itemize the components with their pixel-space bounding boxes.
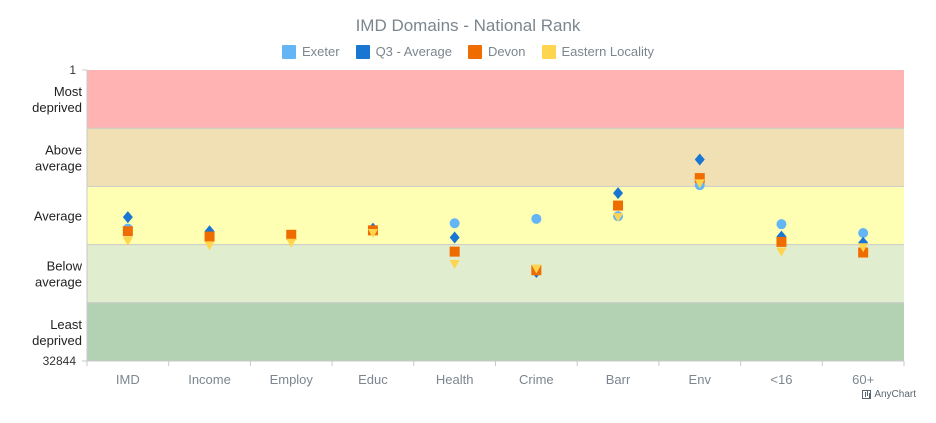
point-devon-2 (286, 229, 297, 240)
point-eastern-locality-2 (286, 238, 297, 248)
band-label-2: Average (34, 209, 82, 224)
x-tick-label-9: 60+ (852, 372, 874, 387)
y-tick-label-min: 1 (69, 63, 76, 77)
band-label-3: Below average (35, 259, 83, 290)
point-devon-9 (858, 247, 869, 258)
point-exeter-9 (858, 228, 869, 239)
point-q3-average-6 (613, 187, 624, 200)
point-q3-average-7 (694, 153, 705, 166)
anychart-logo-icon (862, 390, 872, 399)
legend-item-exeter[interactable]: Exeter (281, 44, 340, 59)
point-devon-4 (449, 246, 460, 257)
band-label-0: Most deprived (32, 84, 82, 115)
point-q3-average-4 (449, 231, 460, 244)
legend-swatch-exeter (281, 44, 296, 59)
point-devon-0 (122, 226, 133, 237)
x-tick-label-6: Barr (606, 372, 631, 387)
band-4 (87, 302, 904, 361)
band-label-1: Above average (35, 142, 82, 173)
legend-item-eastern-locality[interactable]: Eastern Locality (541, 44, 655, 59)
band-0 (87, 70, 904, 129)
band-1 (87, 128, 904, 187)
point-devon-8 (776, 236, 787, 247)
legend-swatch-devon (467, 44, 482, 59)
x-tick-label-0: IMD (116, 372, 140, 387)
point-devon-1 (204, 231, 215, 242)
legend-item-q3-average[interactable]: Q3 - Average (355, 44, 452, 59)
point-eastern-locality-1 (204, 241, 215, 251)
legend-swatch-eastern-locality (541, 44, 556, 59)
x-tick-label-7: Env (689, 372, 712, 387)
point-exeter-8 (776, 219, 787, 230)
point-eastern-locality-7 (694, 179, 705, 189)
legend-label-devon: Devon (487, 44, 526, 59)
x-tick-label-8: <16 (770, 372, 792, 387)
x-tick-label-1: Income (188, 372, 231, 387)
point-devon-6 (613, 200, 624, 211)
point-eastern-locality-5 (531, 264, 542, 274)
legend: Exeter Q3 - Average Devon Eastern Locali… (0, 44, 936, 59)
credit-label: AnyChart (874, 389, 916, 400)
anychart-credit[interactable]: AnyChart (862, 389, 916, 400)
point-eastern-locality-6 (613, 213, 624, 223)
legend-label-eastern-locality: Eastern Locality (561, 44, 655, 59)
x-tick-label-4: Health (436, 372, 474, 387)
x-tick-label-5: Crime (519, 372, 554, 387)
point-eastern-locality-3 (367, 229, 378, 239)
point-exeter-4 (449, 218, 460, 229)
legend-label-exeter: Exeter (301, 44, 340, 59)
point-eastern-locality-4 (449, 260, 460, 270)
band-2 (87, 186, 904, 245)
y-tick-label-max: 32844 (43, 354, 77, 368)
band-label-4: Least deprived (32, 317, 82, 348)
point-eastern-locality-9 (858, 243, 869, 253)
point-devon-7 (694, 173, 705, 184)
legend-swatch-q3-average (355, 44, 370, 59)
point-q3-average-0 (122, 211, 133, 224)
x-tick-label-2: Employ (270, 372, 314, 387)
x-tick-label-3: Educ (358, 372, 388, 387)
point-exeter-5 (531, 213, 542, 224)
legend-item-devon[interactable]: Devon (467, 44, 526, 59)
point-eastern-locality-0 (122, 236, 133, 246)
legend-label-q3-average: Q3 - Average (375, 44, 452, 59)
point-eastern-locality-8 (776, 247, 787, 257)
chart-title: IMD Domains - National Rank (355, 16, 581, 35)
band-3 (87, 244, 904, 303)
